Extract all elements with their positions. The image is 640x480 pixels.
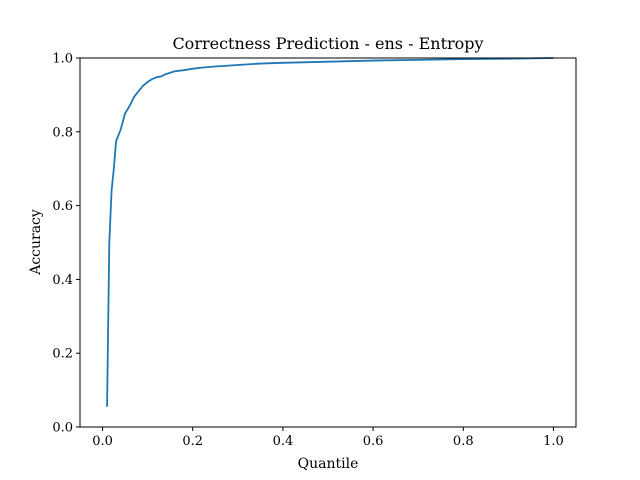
x-tick-label: 1.0 (543, 434, 564, 449)
x-tick-label: 0.8 (453, 434, 474, 449)
x-tick-label: 0.0 (92, 434, 113, 449)
y-axis-label: Accuracy (28, 209, 44, 276)
y-tick-label: 0.2 (52, 347, 73, 362)
axes-frame (79, 57, 577, 428)
y-tick-label: 0.6 (52, 199, 73, 214)
y-tick-label: 1.0 (52, 52, 73, 67)
chart-title: Correctness Prediction - ens - Entropy (172, 34, 483, 53)
x-axis-label: Quantile (298, 456, 359, 472)
y-tick-label: 0.4 (52, 273, 73, 288)
plot-area (106, 57, 554, 407)
y-tick-label: 0.0 (52, 421, 73, 436)
x-tick-label: 0.2 (182, 434, 203, 449)
y-tick-label: 0.8 (52, 125, 73, 140)
x-tick-label: 0.6 (363, 434, 384, 449)
series-line (106, 57, 554, 407)
y-axis: 0.0 0.2 0.4 0.6 0.8 1.0 (52, 52, 80, 436)
x-axis: 0.0 0.2 0.4 0.6 0.8 1.0 (92, 427, 564, 449)
x-tick-label: 0.4 (273, 434, 294, 449)
